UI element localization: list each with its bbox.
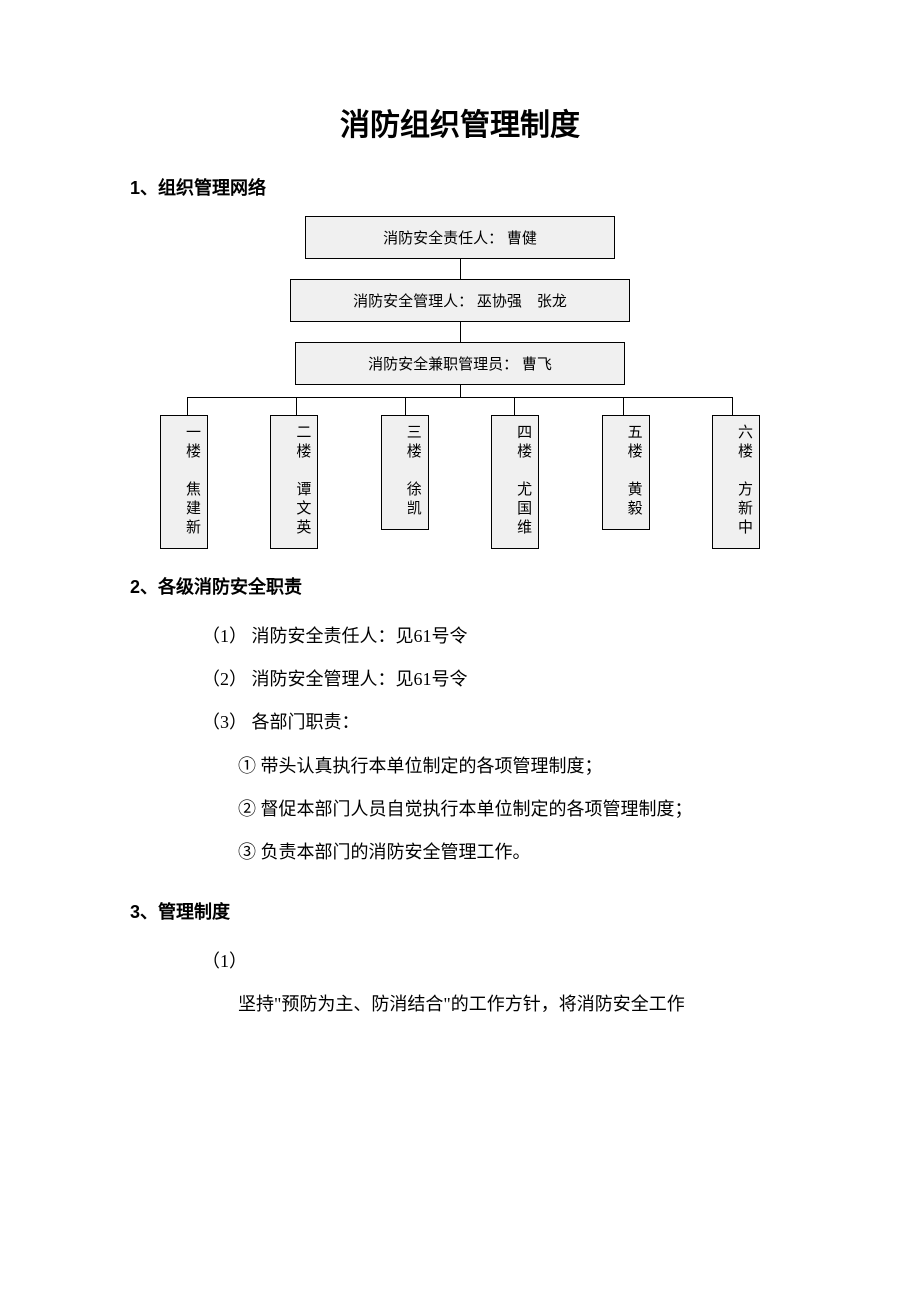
section2-heading: 2、各级消防安全职责 — [130, 573, 790, 599]
chart-rail — [160, 385, 760, 415]
section3-item1-num: （1） — [202, 940, 790, 983]
chart-node-value: 巫协强 张龙 — [477, 294, 567, 310]
chart-leaf-floor1: 一楼 焦建新 — [160, 415, 208, 549]
chart-node-manager: 消防安全管理人： 巫协强 张龙 — [290, 279, 630, 322]
section2-item1: （1） 消防安全责任人：见61号令 — [202, 615, 790, 658]
chart-node-label: 消防安全兼职管理员： — [368, 357, 518, 373]
chart-node-label: 消防安全管理人： — [353, 294, 473, 310]
section1-heading: 1、组织管理网络 — [130, 174, 790, 200]
section3-para: 坚持"预防为主、防消结合"的工作方针，将消防安全工作 — [238, 983, 790, 1026]
chart-node-label: 消防安全责任人： — [383, 231, 503, 247]
section2-sub2: ② 督促本部门人员自觉执行本单位制定的各项管理制度； — [238, 788, 790, 831]
page-title: 消防组织管理制度 — [130, 100, 790, 144]
org-chart: 消防安全责任人： 曹健 消防安全管理人： 巫协强 张龙 消防安全兼职管理员： 曹… — [160, 216, 760, 549]
chart-leaf-row: 一楼 焦建新 二楼 谭文英 三楼 徐凯 四楼 尤国维 五楼 黄毅 六楼 方新中 — [160, 415, 760, 549]
section2-item2: （2） 消防安全管理人：见61号令 — [202, 658, 790, 701]
chart-connector — [460, 322, 461, 342]
chart-node-value: 曹健 — [507, 231, 537, 247]
chart-node-parttime: 消防安全兼职管理员： 曹飞 — [295, 342, 625, 385]
chart-node-responsible: 消防安全责任人： 曹健 — [305, 216, 615, 259]
chart-leaf-floor2: 二楼 谭文英 — [270, 415, 318, 549]
chart-leaf-floor3: 三楼 徐凯 — [381, 415, 429, 530]
section2-sub1: ① 带头认真执行本单位制定的各项管理制度； — [238, 745, 790, 788]
chart-node-value: 曹飞 — [522, 357, 552, 373]
section2-item3: （3） 各部门职责： — [202, 701, 790, 744]
chart-leaf-floor4: 四楼 尤国维 — [491, 415, 539, 549]
section2-sub3: ③ 负责本部门的消防安全管理工作。 — [238, 831, 790, 874]
chart-leaf-floor5: 五楼 黄毅 — [602, 415, 650, 530]
chart-leaf-floor6: 六楼 方新中 — [712, 415, 760, 549]
chart-connector — [460, 259, 461, 279]
section3-heading: 3、管理制度 — [130, 898, 790, 924]
